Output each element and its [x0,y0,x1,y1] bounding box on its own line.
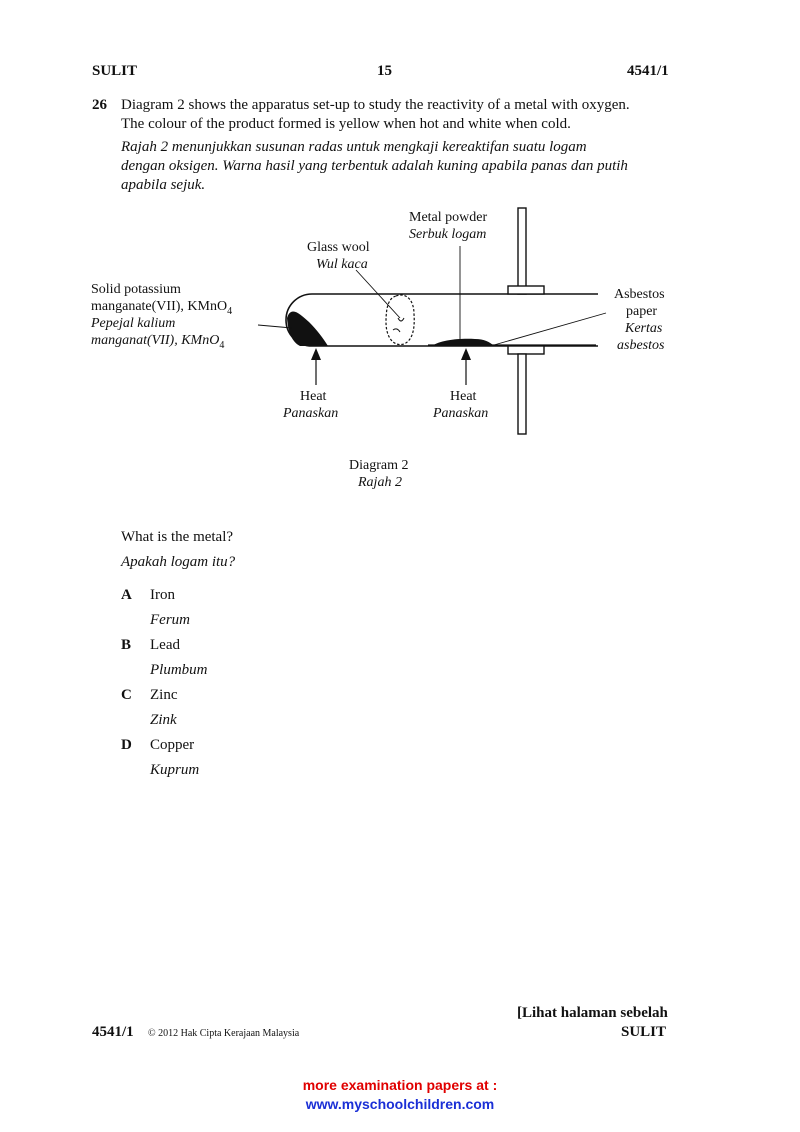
subscript-4: 4 [227,305,233,317]
label-asbestos-ms1: Kertas [625,321,663,336]
footer-copyright: © 2012 Hak Cipta Kerajaan Malaysia [148,1028,300,1039]
promo-line: more examination papers at : [302,1077,498,1093]
label-kmno4-ms2: manganat(VII), KMnO4 [91,333,225,351]
promo-link[interactable]: www.myschoolchildren.com [305,1096,495,1112]
label-heat-2-en: Heat [450,389,477,404]
boiling-tube [285,293,598,347]
option-text-ms: Plumbum [150,662,208,678]
label-metal-powder-ms: Serbuk logam [409,227,487,242]
label-asbestos-ms2: asbestos [617,338,665,353]
prompt-en: What is the metal? [121,529,234,545]
label-heat-2-ms: Panaskan [433,406,489,421]
apparatus-diagram [257,207,607,435]
option-letter: D [121,737,132,753]
option-letter: A [121,587,132,603]
clamp-block-lower [507,345,545,355]
question-number: 26 [92,97,107,113]
question-en-line1: Diagram 2 shows the apparatus set-up to … [121,97,630,113]
option-text-en: Lead [150,637,180,653]
option-text-en: Zinc [150,687,178,703]
label-heat-1-ms: Panaskan [283,406,339,421]
subscript-4-ms: 4 [219,339,225,351]
option-text-en: Iron [150,587,175,603]
header-sulit: SULIT [92,63,138,79]
option-text-ms: Zink [150,712,177,728]
label-glass-wool-en: Glass wool [307,240,370,255]
label-kmno4-ms1: Pepejal kalium [91,316,176,331]
next-page-note: [Lihat halaman sebelah [517,1005,668,1021]
option-letter: C [121,687,132,703]
label-kmno4-en2: manganate(VII), KMnO4 [91,299,233,317]
footer-code: 4541/1 [92,1024,134,1040]
clamp-rod-lower [517,353,527,435]
prompt-ms: Apakah logam itu? [121,554,236,570]
clamp-block-upper [507,285,545,295]
diagram-caption-ms: Rajah 2 [358,475,402,490]
label-asbestos-en2: paper [626,304,658,319]
question-ms-line2: dengan oksigen. Warna hasil yang terbent… [121,158,628,174]
option-text-en: Copper [150,737,195,753]
question-ms-line1: Rajah 2 menunjukkan susunan radas untuk … [121,139,587,155]
option-text-ms: Kuprum [150,762,200,778]
question-en-line2: The colour of the product formed is yell… [121,116,571,132]
label-asbestos-en1: Asbestos [614,287,665,302]
label-heat-1-en: Heat [300,389,327,404]
question-ms-line3: apabila sejuk. [121,177,206,193]
metal-powder [432,338,494,346]
option-text-ms: Ferum [150,612,190,628]
label-kmno4-en1: Solid potassium [91,282,181,297]
label-glass-wool-ms: Wul kaca [316,257,368,272]
clamp-rod-upper [517,207,527,295]
paper-code: 4541/1 [627,63,669,79]
page-number: 15 [377,63,392,79]
footer-sulit: SULIT [621,1024,667,1040]
diagram-caption-en: Diagram 2 [349,458,409,473]
kmno4-solid [287,311,328,346]
glass-wool [385,294,415,346]
label-metal-powder-en: Metal powder [409,210,488,225]
option-letter: B [121,637,132,653]
